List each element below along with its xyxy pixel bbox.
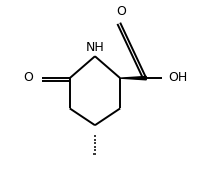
Text: OH: OH: [168, 71, 187, 84]
Text: NH: NH: [86, 41, 104, 54]
Text: O: O: [116, 5, 126, 18]
Text: O: O: [23, 71, 33, 84]
Polygon shape: [120, 76, 146, 80]
